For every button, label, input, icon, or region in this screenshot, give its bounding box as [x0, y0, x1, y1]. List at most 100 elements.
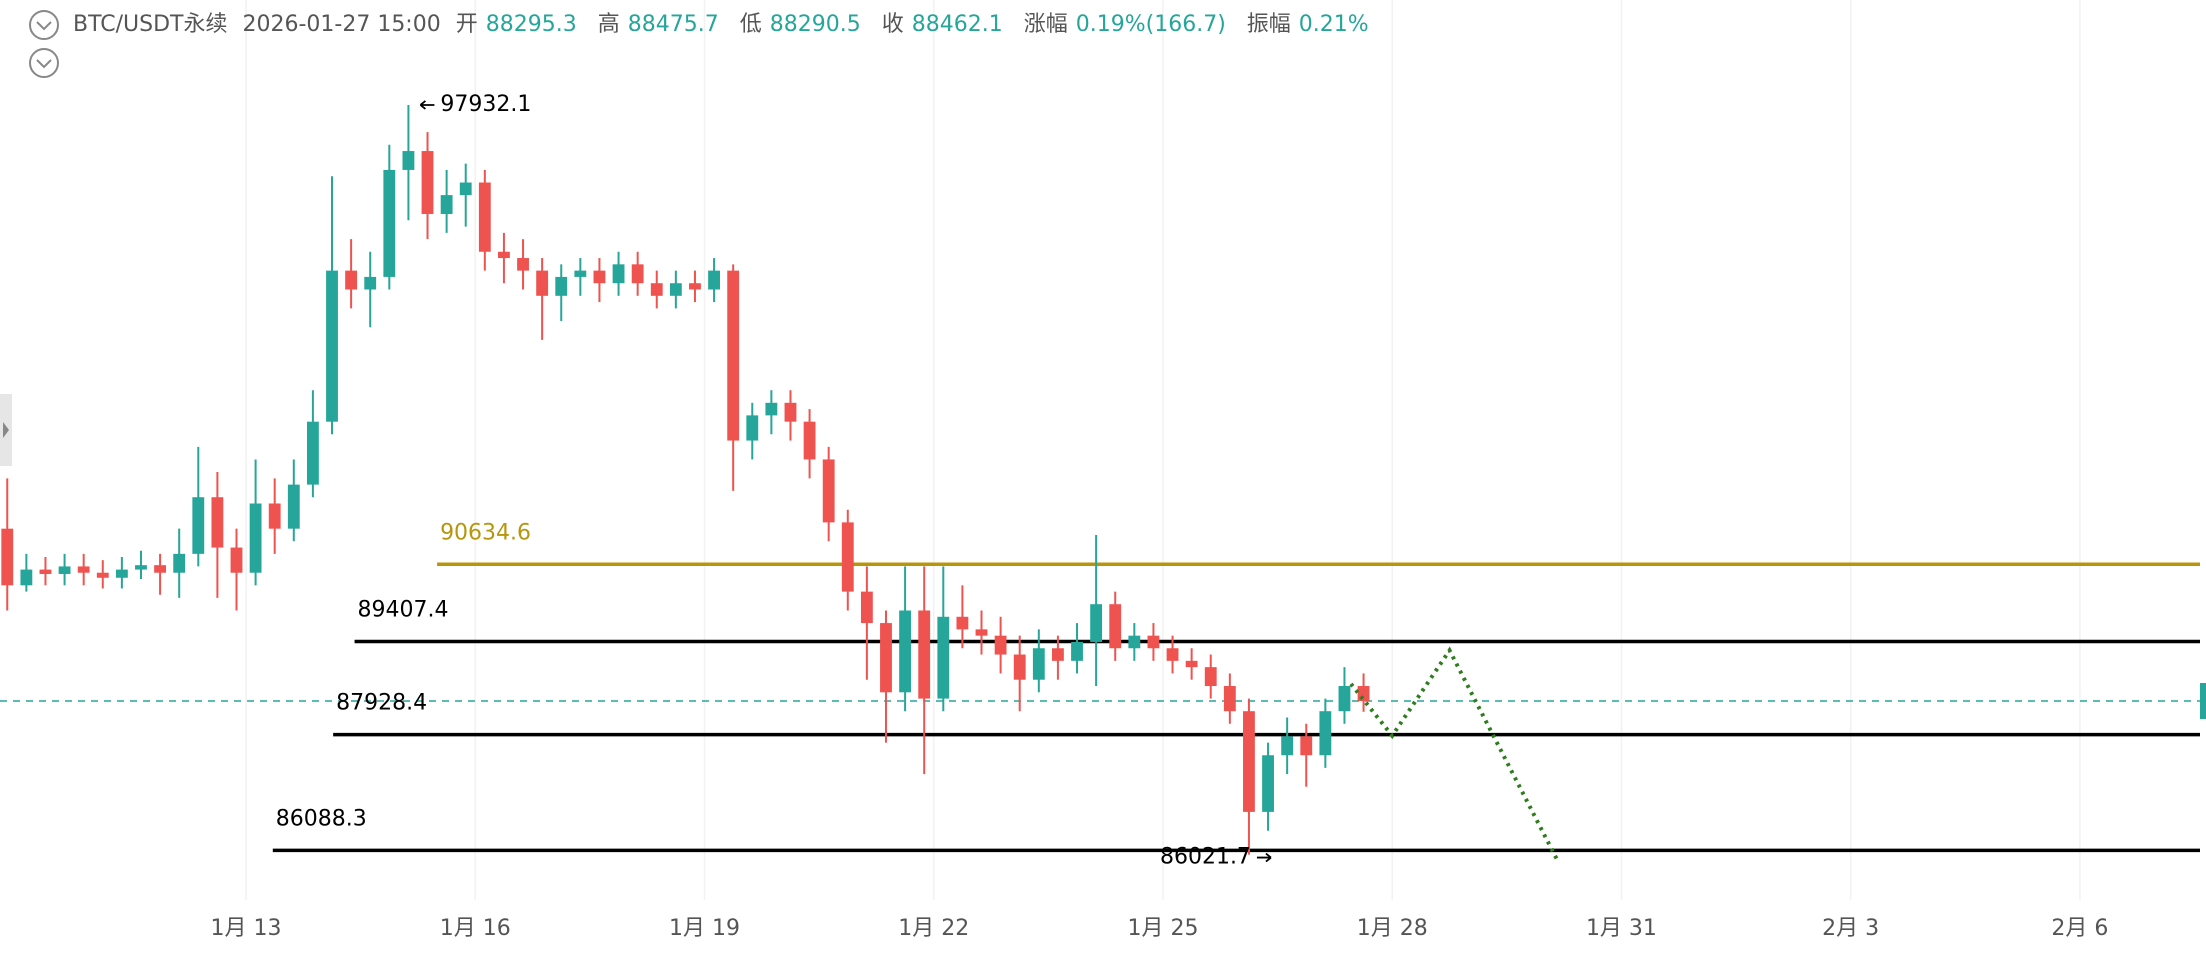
candle-body: [383, 169, 396, 277]
candle-body: [669, 283, 682, 296]
symbol: BTC/USDT永续: [73, 12, 228, 37]
candle-body: [1032, 648, 1045, 680]
high-label: 97932.1: [440, 92, 531, 117]
candle-body: [1223, 686, 1236, 712]
candle-body: [440, 195, 453, 214]
x-tick-label: 1月 28: [1357, 916, 1428, 941]
candle-body: [1319, 711, 1332, 756]
candle-body: [173, 553, 186, 573]
candle-body: [574, 270, 587, 277]
projection-path: [1349, 646, 1560, 863]
close-value: 88462.1: [911, 12, 1003, 37]
candle-body: [211, 497, 224, 548]
candle-body: [1147, 635, 1160, 649]
candle-body: [880, 623, 892, 693]
candle-body: [765, 402, 778, 416]
x-tick-label: 1月 16: [440, 916, 511, 941]
candle-body: [421, 151, 434, 214]
candle-body: [306, 421, 319, 485]
candle-body: [249, 503, 262, 573]
candle-body: [459, 182, 472, 196]
low-value: 88290.5: [769, 12, 861, 37]
high-value: 88475.7: [627, 12, 719, 37]
x-tick-label: 1月 25: [1127, 916, 1198, 941]
candle-body: [994, 635, 1007, 655]
candle-body: [1338, 686, 1351, 712]
candle-body: [1204, 667, 1217, 687]
candle-body: [1300, 736, 1313, 756]
candle-body: [612, 264, 625, 284]
x-tick-label: 2月 3: [1822, 916, 1879, 941]
candle-body: [96, 572, 109, 578]
candle-body: [230, 547, 243, 573]
header: BTC/USDT永续 2026-01-27 15:00 开 88295.3 高 88…: [73, 10, 1383, 40]
candle-body: [1051, 648, 1064, 661]
low-label: 86021.7: [1160, 845, 1251, 870]
candle-body: [650, 283, 663, 296]
candle-body: [20, 569, 33, 586]
collapse-icon[interactable]: [29, 10, 59, 40]
x-tick-label: 1月 13: [211, 916, 282, 941]
candle-body: [689, 283, 701, 290]
close-label: 收: [881, 12, 904, 37]
high-arrow: [419, 100, 435, 110]
candle-body: [631, 264, 644, 284]
x-tick-label: 1月 31: [1586, 916, 1657, 941]
candle-body: [77, 566, 90, 573]
candle-body: [593, 270, 606, 284]
candle-body: [498, 251, 510, 259]
candle-body: [326, 270, 338, 422]
candle-body: [115, 569, 128, 578]
candle-body: [1357, 686, 1370, 701]
side-tab-arrow: [3, 422, 9, 438]
expand-icon[interactable]: [29, 48, 59, 78]
level-label: 90634.6: [440, 520, 531, 545]
candle-body: [708, 270, 720, 290]
candle-body: [555, 276, 568, 296]
last-price-marker: [2200, 682, 2206, 719]
candle-body: [154, 565, 167, 573]
candle-body: [1128, 635, 1141, 649]
candle-body: [1281, 736, 1294, 756]
candle-body: [899, 610, 912, 693]
candle-body: [822, 459, 835, 523]
open-label: 开: [455, 12, 478, 37]
candle-body: [746, 415, 759, 441]
candle-body: [345, 270, 358, 290]
candle-body: [803, 421, 816, 460]
candle-body: [975, 629, 988, 636]
candle-body: [918, 610, 931, 699]
level-label: 89407.4: [358, 597, 449, 622]
collapse-chevron: [36, 21, 52, 31]
high-label: 高: [597, 12, 620, 37]
candle-body: [39, 569, 52, 574]
level-label: 87928.4: [336, 691, 427, 716]
candle-body: [268, 503, 281, 529]
candle-body: [287, 484, 300, 529]
candle-body: [860, 591, 873, 624]
candle-body: [784, 402, 797, 422]
candle-body: [402, 151, 415, 170]
candle-body: [517, 258, 529, 271]
candle-body: [58, 566, 71, 574]
candle-body: [1185, 660, 1198, 668]
candle-body: [364, 276, 377, 290]
candle-body: [1, 528, 14, 586]
open-value: 88295.3: [485, 12, 577, 37]
amplitude-label: 振幅: [1246, 12, 1291, 37]
candle-body: [1090, 604, 1103, 642]
candle-body: [1071, 641, 1083, 661]
candle-body: [1262, 755, 1274, 812]
amplitude-value: 0.21%: [1298, 12, 1369, 37]
level-label: 86088.3: [276, 806, 367, 831]
candle-body: [478, 182, 491, 252]
low-label: 低: [739, 12, 762, 37]
expand-chevron: [36, 59, 52, 69]
change-label: 涨幅: [1023, 12, 1068, 37]
change-value: 0.19%(166.7): [1075, 12, 1226, 37]
candle-body: [727, 270, 740, 441]
candle-body: [956, 616, 969, 630]
candle-body: [841, 522, 854, 592]
